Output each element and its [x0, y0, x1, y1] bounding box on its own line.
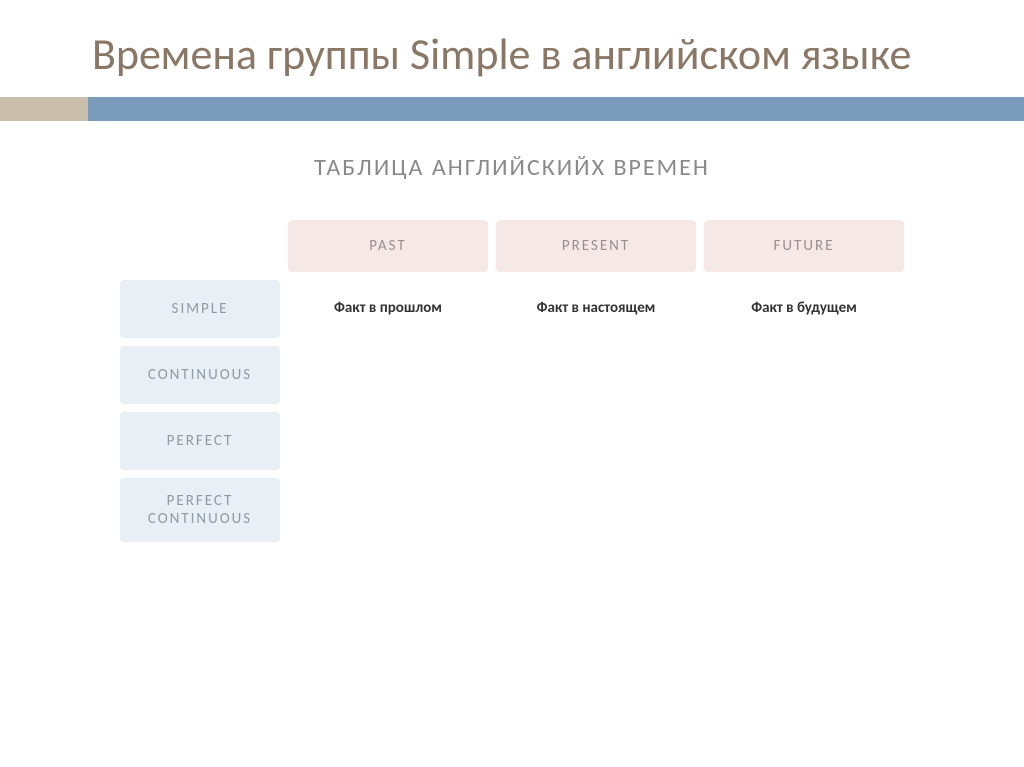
- corner-blank: [120, 220, 280, 272]
- row-header-continuous: CONTINUOUS: [120, 346, 280, 404]
- row-header-simple: SIMPLE: [120, 280, 280, 338]
- tenses-table: PAST PRESENT FUTURE SIMPLE Факт в прошло…: [112, 212, 912, 550]
- cell-perfect-present: [496, 412, 696, 470]
- row-header-perfect-continuous: PERFECT CONTINUOUS: [120, 478, 280, 542]
- cell-continuous-present: [496, 346, 696, 404]
- cell-simple-past: Факт в прошлом: [288, 280, 488, 338]
- cell-perfcont-past: [288, 478, 488, 542]
- cell-simple-future: Факт в будущем: [704, 280, 904, 338]
- cell-perfect-past: [288, 412, 488, 470]
- col-header-future: FUTURE: [704, 220, 904, 272]
- cell-perfcont-future: [704, 478, 904, 542]
- accent-strip: [0, 97, 1024, 121]
- col-header-past: PAST: [288, 220, 488, 272]
- table-title: ТАБЛИЦА АНГЛИЙСКИЙХ ВРЕМЕН: [0, 153, 1024, 182]
- cell-simple-present: Факт в настоящем: [496, 280, 696, 338]
- accent-right: [88, 97, 1024, 121]
- cell-continuous-past: [288, 346, 488, 404]
- slide-title: Времена группы Simple в английском языке: [0, 0, 1024, 91]
- row-header-perfect: PERFECT: [120, 412, 280, 470]
- cell-perfcont-present: [496, 478, 696, 542]
- col-header-present: PRESENT: [496, 220, 696, 272]
- cell-perfect-future: [704, 412, 904, 470]
- cell-continuous-future: [704, 346, 904, 404]
- accent-left: [0, 97, 88, 121]
